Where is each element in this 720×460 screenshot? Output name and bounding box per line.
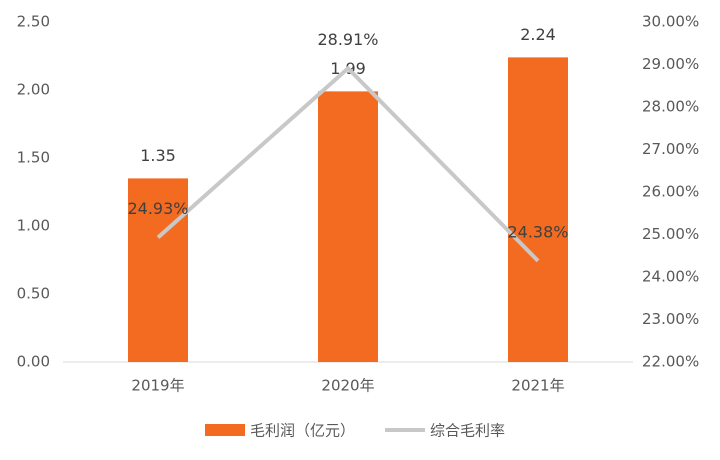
y-tick-label: 0.00 [17, 353, 50, 371]
y2-tick-label: 24.00% [642, 268, 699, 286]
y-tick-label: 2.50 [17, 13, 50, 31]
line [156, 65, 540, 263]
x-tick-label: 2021年 [511, 377, 564, 395]
line-value-label: 28.91% [317, 30, 378, 49]
legend-label: 综合毛利率 [430, 422, 505, 440]
y2-tick-label: 30.00% [642, 13, 699, 31]
bar-value-label: 1.35 [140, 146, 176, 165]
y2-tick-label: 23.00% [642, 310, 699, 328]
y2-tick-label: 28.00% [642, 98, 699, 116]
y2-tick-label: 25.00% [642, 225, 699, 243]
bar [318, 91, 378, 363]
y-tick-label: 1.00 [17, 217, 50, 235]
y2-tick-label: 29.00% [642, 55, 699, 73]
legend-label: 毛利润（亿元） [250, 422, 355, 440]
legend-swatch [205, 424, 245, 436]
y-tick-label: 2.00 [17, 81, 50, 99]
y2-tick-label: 22.00% [642, 353, 699, 371]
bar-value-label: 2.24 [520, 25, 556, 44]
y-tick-label: 1.50 [17, 149, 50, 167]
bar [508, 57, 568, 363]
y2-tick-label: 27.00% [642, 140, 699, 158]
y-tick-label: 0.50 [17, 285, 50, 303]
bar [128, 178, 188, 362]
y2-tick-label: 26.00% [642, 183, 699, 201]
line-value-label: 24.93% [127, 199, 188, 218]
x-tick-label: 2019年 [131, 377, 184, 395]
line-value-label: 24.38% [507, 222, 568, 241]
x-tick-label: 2020年 [321, 377, 374, 395]
